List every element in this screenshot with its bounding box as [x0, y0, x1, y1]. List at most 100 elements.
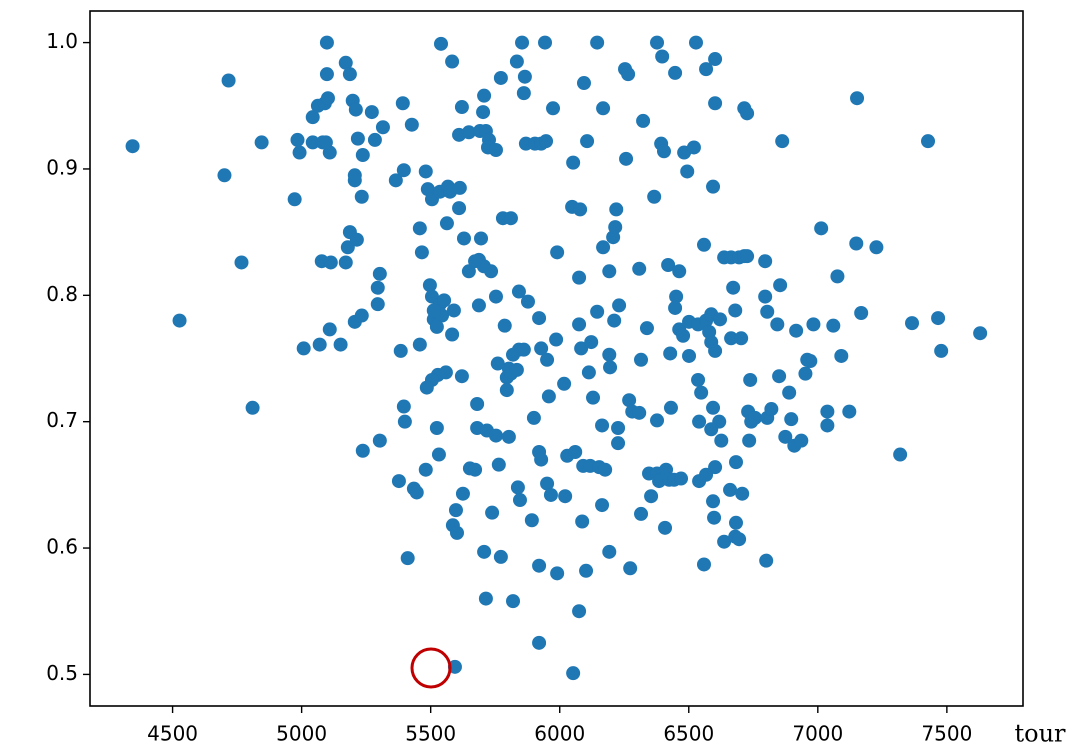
point [434, 36, 449, 51]
y-tick-label: 0.9 [46, 155, 78, 179]
point [634, 506, 649, 521]
point [639, 321, 654, 336]
point [323, 255, 338, 270]
point [418, 462, 433, 477]
point [532, 558, 547, 573]
y-tick-label: 0.7 [46, 408, 78, 432]
point [672, 264, 687, 279]
point [355, 443, 370, 458]
point [461, 125, 476, 140]
point [850, 91, 865, 106]
point [869, 240, 884, 255]
point [172, 313, 187, 328]
point [532, 635, 547, 650]
point [691, 372, 706, 387]
point [418, 164, 433, 179]
point [290, 132, 305, 147]
point [375, 120, 390, 135]
point [934, 343, 949, 358]
point [319, 35, 334, 50]
point [221, 73, 236, 88]
point [663, 400, 678, 415]
point [445, 54, 460, 69]
point [447, 659, 462, 674]
point [470, 396, 485, 411]
point [842, 404, 857, 419]
point [764, 402, 779, 417]
point [854, 306, 869, 321]
point [773, 278, 788, 293]
point [734, 331, 749, 346]
point [692, 474, 707, 489]
point [706, 494, 721, 509]
point [396, 399, 411, 414]
point [506, 594, 521, 609]
point [621, 67, 636, 82]
point [422, 278, 437, 293]
point [540, 352, 555, 367]
point [575, 514, 590, 529]
point [735, 486, 750, 501]
point [485, 505, 500, 520]
point [602, 347, 617, 362]
point [668, 65, 683, 80]
point [830, 269, 845, 284]
point [760, 304, 775, 319]
highlight-circle [410, 647, 452, 689]
point [538, 35, 553, 50]
point [546, 101, 561, 116]
point [566, 666, 581, 681]
point [364, 105, 379, 120]
point [740, 106, 755, 121]
point [668, 300, 683, 315]
point [849, 236, 864, 251]
point [450, 525, 465, 540]
point [493, 70, 508, 85]
y-tick-label: 0.6 [46, 535, 78, 559]
point [412, 221, 427, 236]
point [656, 144, 671, 159]
point [680, 164, 695, 179]
point [320, 91, 335, 106]
point [732, 532, 747, 547]
point [448, 503, 463, 518]
point [893, 447, 908, 462]
plot-area [125, 35, 988, 681]
point [905, 316, 920, 331]
point [497, 318, 512, 333]
point [636, 113, 651, 128]
point [516, 342, 531, 357]
point [404, 117, 419, 132]
point [784, 412, 799, 427]
point [550, 245, 565, 260]
point [426, 303, 441, 318]
point [532, 311, 547, 326]
point [706, 179, 721, 194]
point [798, 366, 813, 381]
point [439, 216, 454, 231]
point [611, 436, 626, 451]
point [706, 400, 721, 415]
point [596, 240, 611, 255]
point [758, 254, 773, 269]
point [515, 35, 530, 50]
point [748, 410, 763, 425]
point [372, 433, 387, 448]
point [714, 433, 729, 448]
point [524, 513, 539, 528]
point [794, 433, 809, 448]
point [431, 447, 446, 462]
point [409, 485, 424, 500]
point [125, 139, 140, 154]
point [921, 134, 936, 149]
point [602, 544, 617, 559]
point [596, 101, 611, 116]
point [717, 534, 732, 549]
point [455, 486, 470, 501]
point [692, 414, 707, 429]
point [632, 405, 647, 420]
point [612, 298, 627, 313]
point [834, 348, 849, 363]
point [707, 510, 722, 525]
